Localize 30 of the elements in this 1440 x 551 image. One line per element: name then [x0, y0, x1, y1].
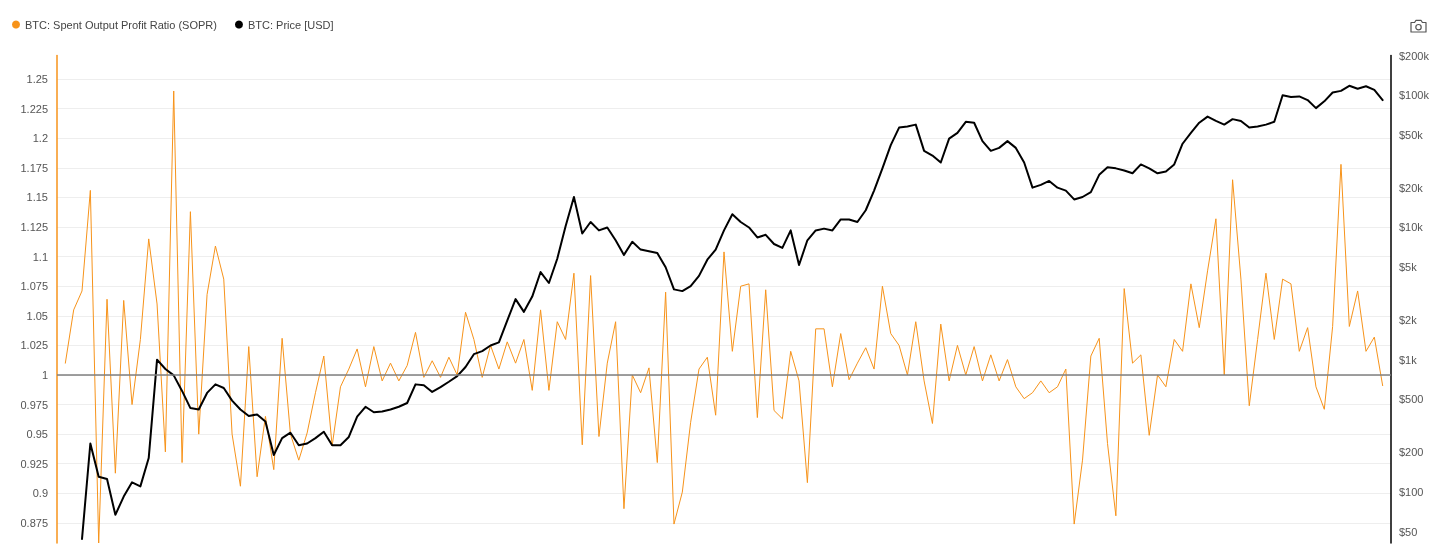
- y2-tick-label: $20k: [1399, 181, 1424, 194]
- y2-tick-label: $200: [1399, 446, 1424, 459]
- y-tick-label: 0.975: [20, 398, 48, 411]
- y2-tick-label: $50: [1399, 525, 1418, 538]
- y-tick-label: 1.025: [20, 339, 48, 352]
- y-tick-label: 1.1: [32, 250, 48, 263]
- y2-tick-label: $10k: [1399, 221, 1424, 234]
- legend-label: BTC: Price [USD]: [247, 18, 334, 31]
- y2-tick-label: $100: [1399, 485, 1424, 498]
- y-tick-label: 1.05: [26, 309, 48, 322]
- y-tick-label: 1.15: [26, 191, 48, 204]
- y-tick-label: 1.225: [20, 102, 48, 115]
- y2-tick-label: $100k: [1399, 89, 1430, 102]
- y2-tick-label: $500: [1399, 393, 1424, 406]
- y2-tick-label: $1k: [1399, 353, 1418, 366]
- y-tick-label: 0.9: [32, 487, 48, 500]
- y-tick-label: 0.95: [26, 428, 48, 441]
- y-tick-label: 0.925: [20, 457, 48, 470]
- y-tick-label: 1.075: [20, 280, 48, 293]
- y2-tick-label: $50k: [1399, 129, 1424, 142]
- y2-tick-label: $2k: [1399, 313, 1418, 326]
- y-tick-label: 0.875: [20, 516, 48, 529]
- y2-tick-label: $5k: [1399, 261, 1418, 274]
- y2-tick-label: $200k: [1399, 49, 1430, 62]
- y-tick-label: 1.125: [20, 221, 48, 234]
- y-tick-label: 1.25: [26, 73, 48, 86]
- y-tick-label: 1: [41, 368, 48, 381]
- y-tick-label: 1.175: [20, 161, 48, 174]
- legend-label: BTC: Spent Output Profit Ratio (SOPR): [25, 18, 217, 31]
- y-tick-label: 1.2: [32, 132, 48, 145]
